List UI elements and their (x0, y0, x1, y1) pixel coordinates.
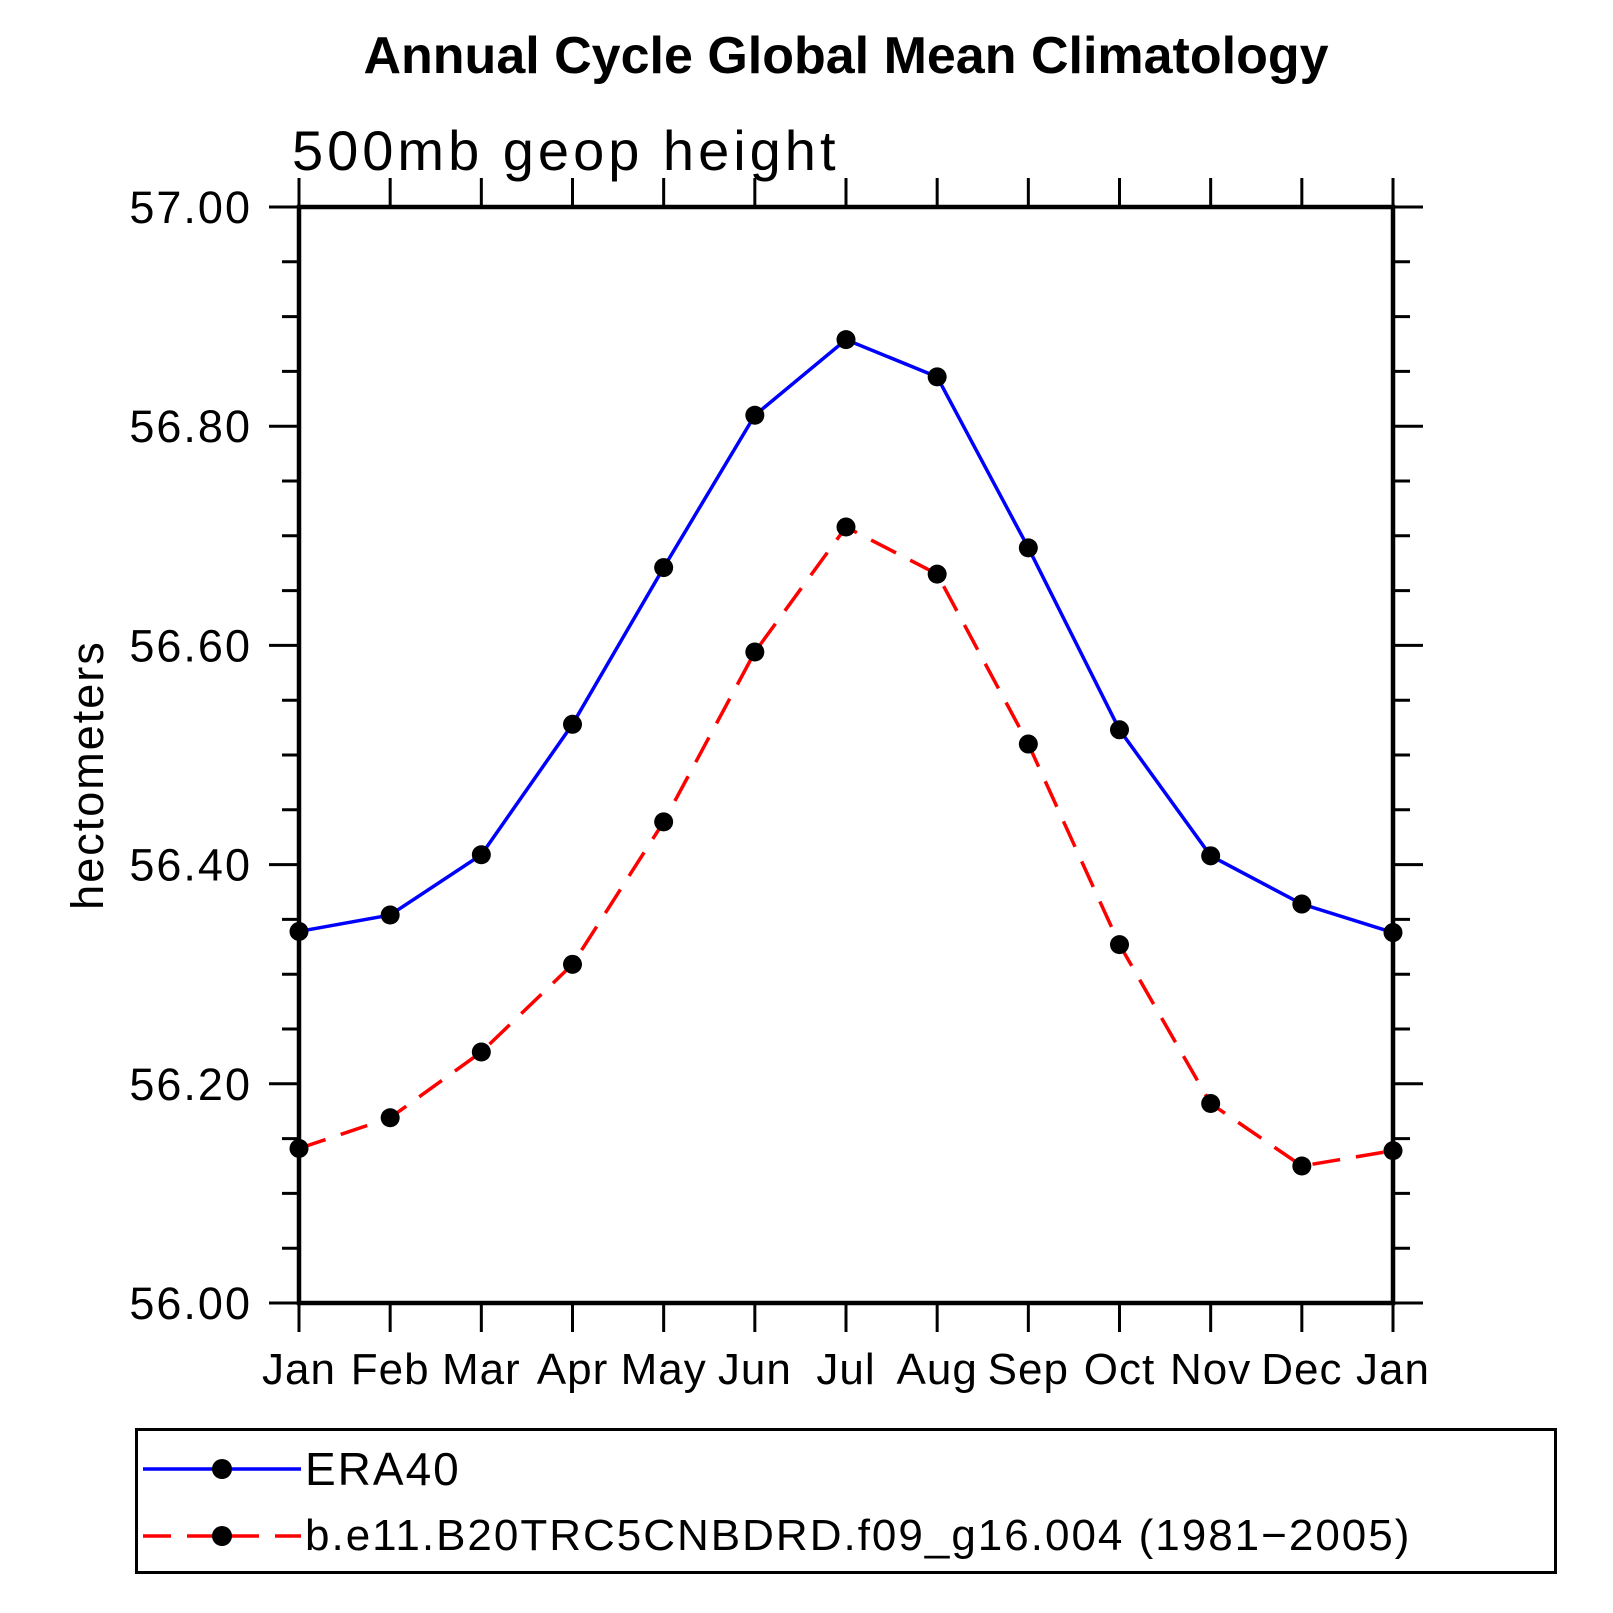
x-tick-label: Aug (897, 1345, 978, 1394)
x-tick-label: Jun (718, 1345, 792, 1394)
data-point (380, 905, 400, 925)
x-tick-label: Jan (1356, 1345, 1430, 1394)
data-point (563, 714, 582, 734)
data-point (1110, 935, 1129, 955)
legend-entry-era40: ERA40 (143, 1443, 461, 1495)
data-point (654, 812, 674, 832)
y-tick-label: 56.40 (129, 840, 252, 891)
data-point (1383, 1141, 1403, 1161)
data-point (1018, 734, 1038, 754)
legend-label-model: b.e11.B20TRC5CNBDRD.f09_g16.004 (1981−20… (305, 1511, 1412, 1560)
chart-title: Annual Cycle Global Mean Climatology (363, 27, 1329, 85)
data-point (380, 1108, 400, 1128)
x-tick-label: Apr (537, 1345, 608, 1394)
data-point (471, 1042, 491, 1062)
y-tick-label: 56.00 (129, 1278, 252, 1329)
y-tick-label: 56.80 (129, 401, 252, 452)
data-point (745, 405, 765, 425)
x-tick-label: May (621, 1345, 707, 1394)
x-tick-label: Mar (442, 1345, 521, 1394)
series-line-1 (298, 524, 1394, 1168)
data-point (1201, 846, 1221, 866)
y-tick-label: 56.20 (129, 1059, 252, 1110)
legend-entry-model: b.e11.B20TRC5CNBDRD.f09_g16.004 (1981−20… (143, 1511, 1412, 1560)
x-tick-label: Oct (1084, 1345, 1155, 1394)
legend-label-era40: ERA40 (305, 1443, 461, 1495)
data-point (1292, 1156, 1312, 1176)
chart-subtitle: 500mb geop height (292, 119, 840, 182)
x-tick-label: Nov (1170, 1345, 1251, 1394)
data-point (289, 921, 309, 941)
data-point (563, 954, 582, 974)
data-point (1383, 923, 1403, 943)
data-point (1292, 894, 1312, 914)
y-tick-label: 57.00 (129, 182, 252, 233)
data-point (836, 330, 856, 350)
data-point (836, 517, 856, 537)
x-tick-label: Jan (262, 1345, 336, 1394)
data-point (654, 558, 674, 578)
x-tick-label: Feb (351, 1345, 430, 1394)
legend-box: ERA40 b.e11.B20TRC5CNBDRD.f09_g16.004 (1… (135, 1428, 1557, 1574)
data-point (745, 642, 765, 662)
data-point (289, 1138, 309, 1158)
x-tick-label: Sep (988, 1345, 1069, 1394)
legend-key-solid-line-icon (143, 1459, 301, 1479)
data-point (1110, 720, 1129, 740)
data-point (1201, 1094, 1221, 1114)
x-tick-label: Jul (816, 1345, 875, 1394)
legend-key-dashed-line-icon (143, 1526, 301, 1546)
series-line-0 (298, 337, 1394, 935)
data-point (927, 564, 947, 584)
plot-frame (296, 204, 1396, 1306)
data-point (1018, 538, 1038, 558)
data-point (471, 845, 491, 865)
x-tick-label: Dec (1261, 1345, 1342, 1394)
data-point (927, 367, 947, 387)
y-tick-label: 56.60 (129, 620, 252, 671)
